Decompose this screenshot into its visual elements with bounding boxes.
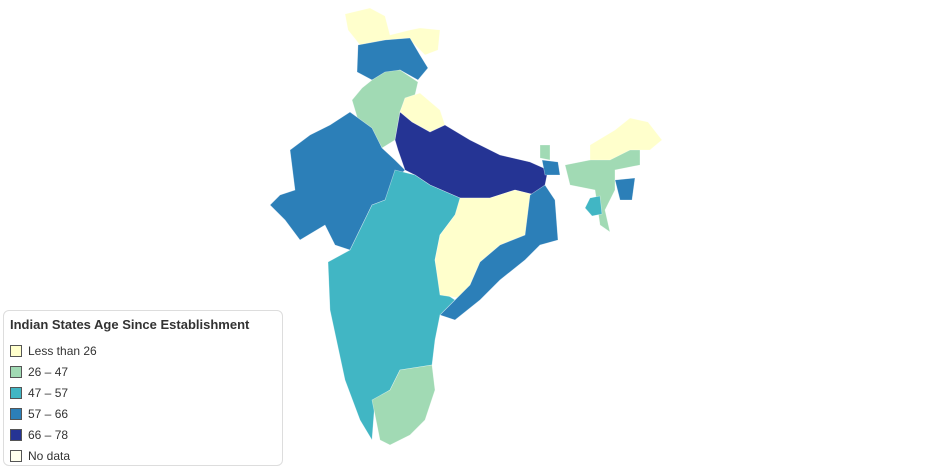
region: [269, 111, 406, 251]
legend-item[interactable]: Less than 26: [10, 340, 276, 361]
legend: Indian States Age Since Establishment Le…: [3, 310, 283, 466]
legend-label: 26 – 47: [28, 364, 69, 379]
region: [439, 184, 559, 321]
legend-item[interactable]: No data: [10, 445, 276, 466]
legend-label: 57 – 66: [28, 406, 69, 421]
legend-item[interactable]: 26 – 47: [10, 361, 276, 382]
legend-item[interactable]: 47 – 57: [10, 382, 276, 403]
legend-item[interactable]: 66 – 78: [10, 424, 276, 445]
legend-label: 47 – 57: [28, 385, 69, 400]
legend-swatch: [10, 386, 22, 399]
region: [371, 364, 436, 446]
legend-swatch: [10, 428, 22, 441]
legend-item[interactable]: 57 – 66: [10, 403, 276, 424]
legend-title: Indian States Age Since Establishment: [10, 317, 250, 332]
legend-swatch: [10, 407, 22, 420]
region: [539, 144, 551, 161]
region: [541, 159, 561, 176]
region: [356, 37, 429, 81]
legend-label: 66 – 78: [28, 427, 69, 442]
region: [584, 195, 603, 217]
legend-swatch: [10, 449, 22, 462]
legend-label: No data: [28, 448, 71, 463]
legend-label: Less than 26: [28, 343, 97, 358]
region: [614, 177, 636, 201]
legend-items: Less than 26 26 – 47 47 – 57 57 – 66 66 – 78…: [10, 340, 276, 466]
legend-swatch: [10, 344, 22, 357]
region: [589, 117, 663, 161]
legend-swatch: [10, 365, 22, 378]
